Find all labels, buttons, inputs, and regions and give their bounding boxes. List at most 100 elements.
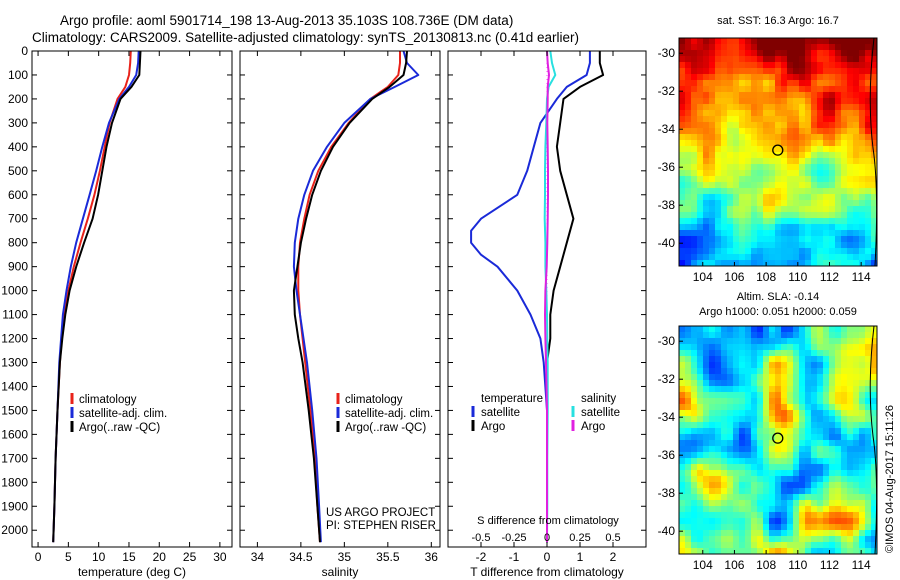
map-cell <box>805 398 812 405</box>
map-cell <box>871 476 877 483</box>
map-cell <box>715 182 722 189</box>
map-cell <box>781 524 788 531</box>
map-cell <box>811 548 818 554</box>
map-cell <box>745 188 752 195</box>
map-cell <box>871 140 877 147</box>
map-cell <box>853 110 860 117</box>
salinity-profile-lines <box>292 51 420 543</box>
map-x-tick-label: 104 <box>693 558 713 572</box>
map-cell <box>805 404 812 411</box>
map-cell <box>835 380 842 387</box>
map-cell <box>775 500 782 507</box>
map-cell <box>763 524 770 531</box>
map-cell <box>751 110 758 117</box>
map-cell <box>685 254 692 261</box>
map-cell <box>781 386 788 393</box>
map-cell <box>817 188 824 195</box>
map-cell <box>685 206 692 213</box>
map-cell <box>829 512 836 519</box>
map-cell <box>775 230 782 237</box>
map-cell <box>703 116 710 123</box>
map-cell <box>769 134 776 141</box>
map-cell <box>853 98 860 105</box>
map-cell <box>799 50 806 57</box>
map-cell <box>745 398 752 405</box>
map-cell <box>805 386 812 393</box>
map-cell <box>805 350 812 357</box>
map-cell <box>763 350 770 357</box>
map-cell <box>709 92 716 99</box>
map-cell <box>703 122 710 129</box>
map-cell <box>685 338 692 345</box>
map-cell <box>823 122 830 129</box>
map-cell <box>763 74 770 81</box>
map-cell <box>715 440 722 447</box>
map-cell <box>691 548 698 554</box>
map-cell <box>685 50 692 57</box>
map-cell <box>847 518 854 525</box>
map-cell <box>775 422 782 429</box>
map-cell <box>751 536 758 543</box>
map-cell <box>691 182 698 189</box>
map-cell <box>685 410 692 417</box>
map-cell <box>697 374 704 381</box>
map-cell <box>829 254 836 261</box>
map-cell <box>823 74 830 81</box>
map-cell <box>769 194 776 201</box>
map-cell <box>757 494 764 501</box>
map-x-tick-label: 106 <box>724 270 744 284</box>
map-cell <box>781 218 788 225</box>
map-cell <box>781 380 788 387</box>
map-cell <box>709 542 716 549</box>
map-cell <box>679 398 686 405</box>
map-cell <box>859 350 866 357</box>
map-cell <box>787 68 794 75</box>
map-cell <box>751 410 758 417</box>
map-cell <box>853 494 860 501</box>
map-cell <box>775 410 782 417</box>
map-cell <box>703 98 710 105</box>
map-cell <box>703 254 710 261</box>
series-line-salinity-argo <box>544 51 550 543</box>
map-cell <box>757 122 764 129</box>
map-cell <box>829 86 836 93</box>
map-cell <box>685 164 692 171</box>
map-cell <box>823 458 830 465</box>
map-cell <box>733 476 740 483</box>
map-cell <box>739 260 746 266</box>
map-cell <box>715 428 722 435</box>
map-cell <box>823 326 830 333</box>
map-cell <box>745 134 752 141</box>
map-cell <box>847 212 854 219</box>
map-cell <box>781 68 788 75</box>
map-cell <box>715 86 722 93</box>
map-cell <box>847 128 854 135</box>
map-cell <box>745 404 752 411</box>
map-cell <box>769 470 776 477</box>
map-cell <box>817 524 824 531</box>
map-cell <box>829 548 836 554</box>
map-cell <box>739 392 746 399</box>
map-cell <box>745 386 752 393</box>
map-cell <box>697 476 704 483</box>
map-cell <box>745 422 752 429</box>
map-cell <box>769 392 776 399</box>
map-cell <box>703 458 710 465</box>
map-cell <box>835 170 842 177</box>
map-cell <box>709 524 716 531</box>
map-cell <box>763 464 770 471</box>
x-tick-label: 1 <box>577 550 584 564</box>
map-cell <box>751 452 758 459</box>
map-cell <box>811 80 818 87</box>
map-cell <box>847 218 854 225</box>
map-cell <box>799 128 806 135</box>
map-cell <box>745 374 752 381</box>
map-cell <box>823 440 830 447</box>
map-cell <box>865 458 872 465</box>
map-cell <box>841 158 848 165</box>
map-cell <box>721 50 728 57</box>
map-cell <box>709 86 716 93</box>
map-cell <box>871 494 877 501</box>
map-cell <box>865 416 872 423</box>
map-cell <box>859 368 866 375</box>
